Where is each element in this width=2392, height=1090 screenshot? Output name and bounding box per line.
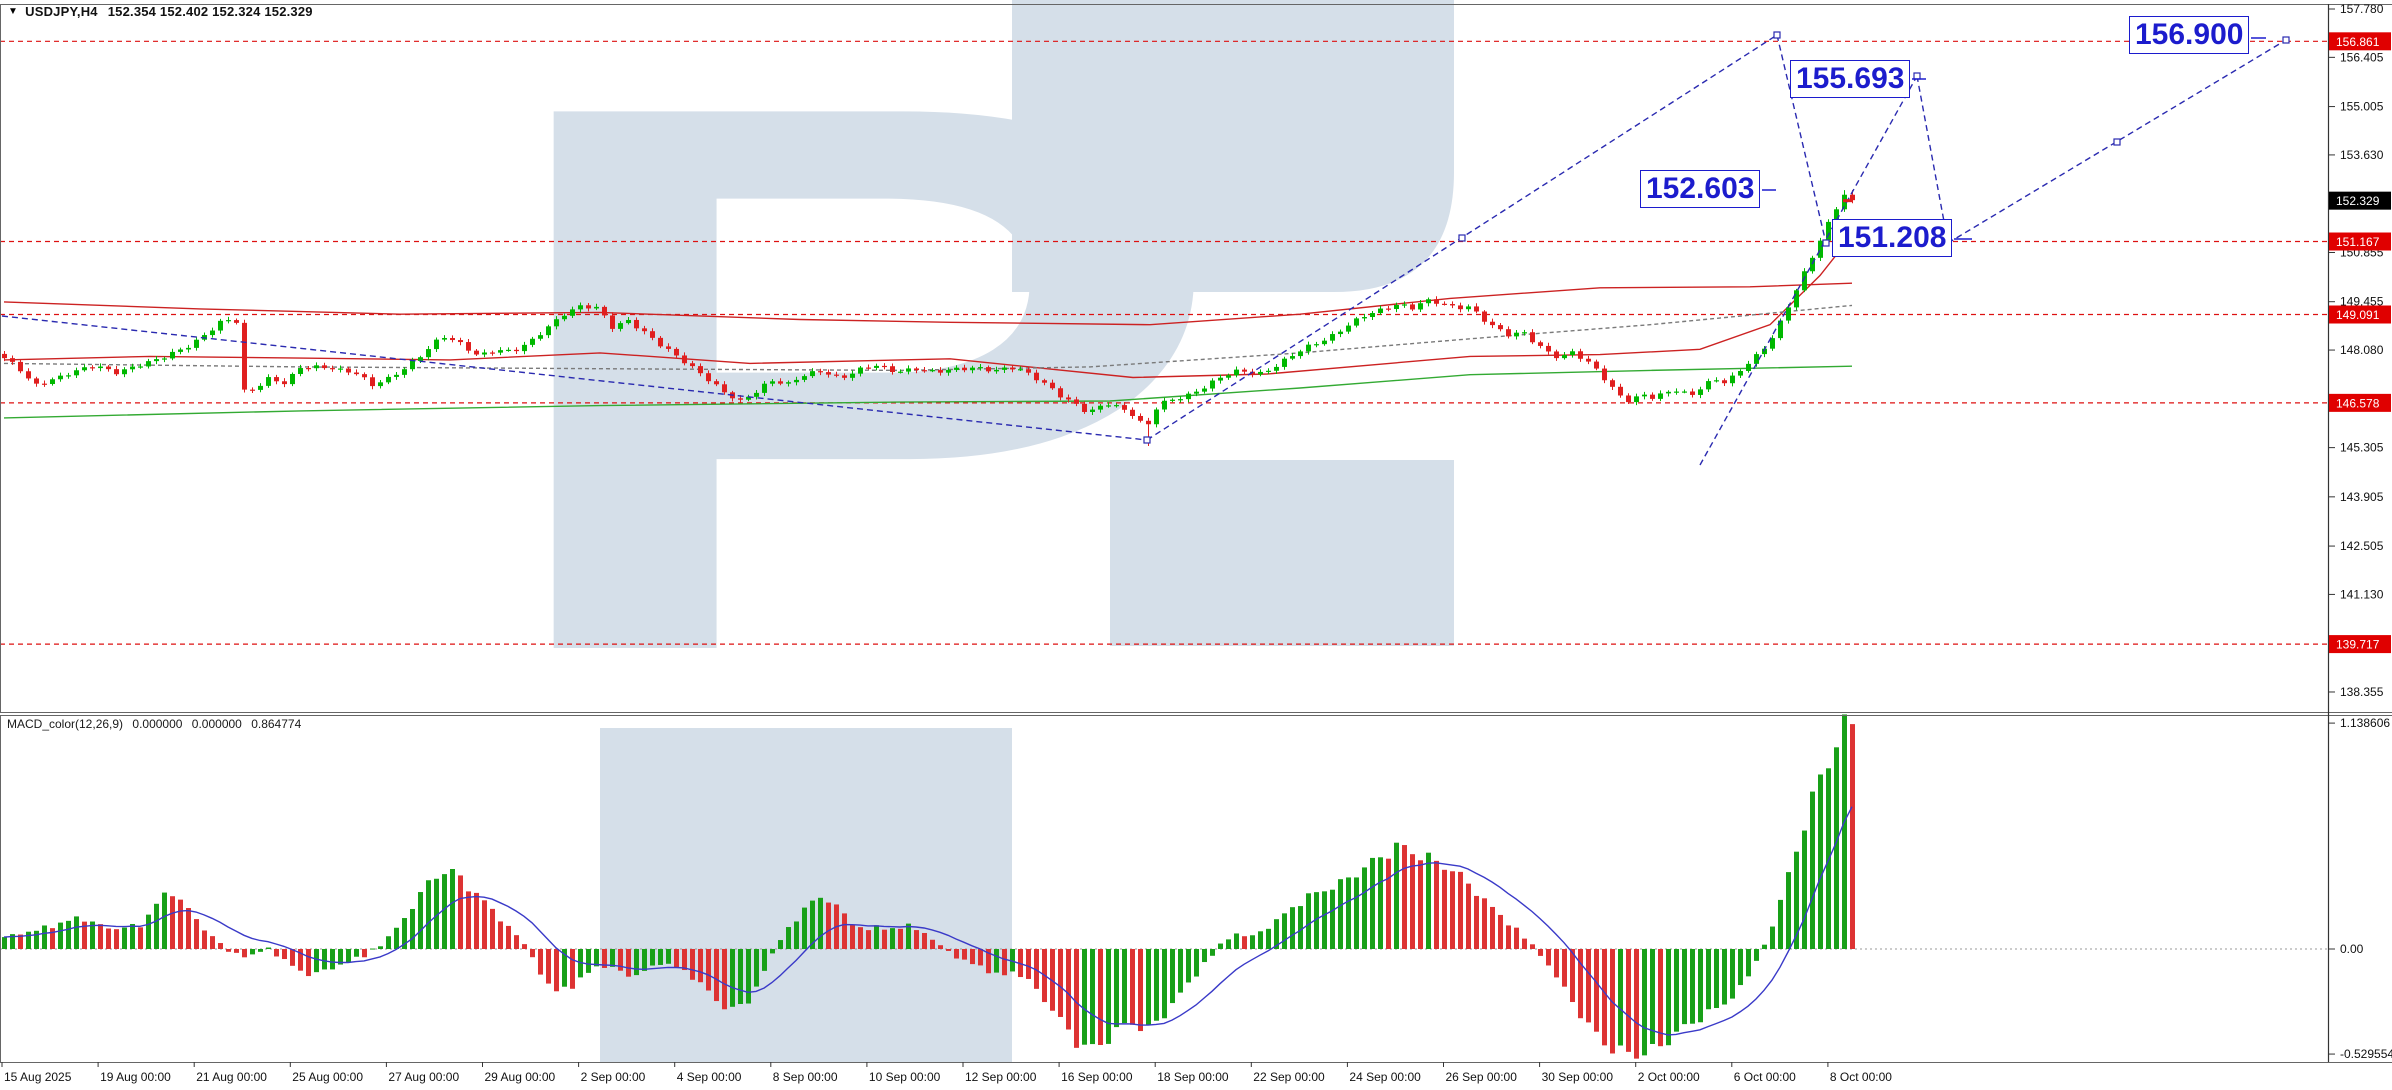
svg-text:145.305: 145.305 — [2340, 441, 2384, 455]
projection-up-3 — [1947, 39, 2287, 244]
current-price-pointer — [1843, 199, 1852, 203]
svg-text:29 Aug 00:00: 29 Aug 00:00 — [485, 1070, 556, 1084]
price-target-label-152603[interactable]: 152.603 — [1640, 170, 1761, 208]
macd-bars-up — [2, 714, 1847, 1056]
svg-text:139.717: 139.717 — [2336, 638, 2380, 652]
svg-text:152.329: 152.329 — [2336, 194, 2380, 208]
macd-indicator-label: MACD_color(12,26,9) 0.000000 0.000000 0.… — [7, 717, 307, 731]
svg-text:151.167: 151.167 — [2336, 235, 2380, 249]
svg-text:4 Sep 00:00: 4 Sep 00:00 — [677, 1070, 742, 1084]
chart-title: ▼ USDJPY,H4 152.354 152.402 152.324 152.… — [8, 4, 313, 19]
svg-text:148.080: 148.080 — [2340, 343, 2384, 357]
macd-value-1: 0.000000 — [132, 717, 183, 731]
svg-text:6 Oct 00:00: 6 Oct 00:00 — [1734, 1070, 1796, 1084]
macd-bars-down — [18, 724, 1855, 1059]
macd-name: MACD_color(12,26,9) — [7, 717, 124, 731]
svg-text:21 Aug 00:00: 21 Aug 00:00 — [196, 1070, 267, 1084]
svg-text:142.505: 142.505 — [2340, 539, 2384, 553]
svg-text:19 Aug 00:00: 19 Aug 00:00 — [100, 1070, 171, 1084]
svg-text:153.630: 153.630 — [2340, 148, 2384, 162]
descending-trendline — [1, 315, 1148, 441]
ma-red-fast — [3, 234, 1853, 379]
svg-text:25 Aug 00:00: 25 Aug 00:00 — [292, 1070, 363, 1084]
symbol-period-label: USDJPY,H4 — [25, 4, 98, 19]
svg-text:0.00: 0.00 — [2340, 942, 2364, 956]
svg-text:1.138606: 1.138606 — [2340, 716, 2390, 730]
price-target-label-151208[interactable]: 151.208 — [1832, 219, 1953, 257]
trendlines-projection[interactable] — [1, 31, 2290, 466]
symbol-dropdown-icon[interactable]: ▼ — [8, 6, 19, 17]
svg-text:-0.529554: -0.529554 — [2340, 1047, 2392, 1061]
macd-signal-line — [3, 806, 1853, 1036]
price-target-label-156900[interactable]: 156.900 — [2129, 16, 2250, 54]
date-axis[interactable]: 15 Aug 2025 19 Aug 00:00 21 Aug 00:00 25 Au… — [1, 1062, 1892, 1084]
svg-text:156.405: 156.405 — [2340, 50, 2384, 64]
svg-text:2 Oct 00:00: 2 Oct 00:00 — [1638, 1070, 1700, 1084]
macd-value-3: 0.864774 — [251, 717, 302, 731]
macd-value-2: 0.000000 — [191, 717, 242, 731]
ma-gray-dashed — [3, 304, 1853, 372]
svg-text:10 Sep 00:00: 10 Sep 00:00 — [869, 1070, 941, 1084]
projection-up-2 — [1699, 75, 1918, 466]
svg-text:26 Sep 00:00: 26 Sep 00:00 — [1446, 1070, 1518, 1084]
ohlc-values: 152.354 152.402 152.324 152.329 — [107, 4, 313, 19]
macd-axis[interactable]: 1.138606 0.00 -0.529554 — [2328, 716, 2392, 1061]
ma-red-slow — [3, 282, 1853, 326]
svg-text:27 Aug 00:00: 27 Aug 00:00 — [388, 1070, 459, 1084]
svg-text:146.578: 146.578 — [2336, 396, 2380, 410]
svg-text:15 Aug 2025: 15 Aug 2025 — [4, 1070, 72, 1084]
svg-text:157.780: 157.780 — [2340, 2, 2384, 16]
svg-text:155.005: 155.005 — [2340, 100, 2384, 114]
svg-text:30 Sep 00:00: 30 Sep 00:00 — [1542, 1070, 1614, 1084]
svg-text:8 Sep 00:00: 8 Sep 00:00 — [773, 1070, 838, 1084]
svg-text:22 Sep 00:00: 22 Sep 00:00 — [1253, 1070, 1325, 1084]
svg-text:156.861: 156.861 — [2336, 35, 2380, 49]
svg-text:149.091: 149.091 — [2336, 308, 2380, 322]
price-axis[interactable]: 157.780156.405155.005153.630150.855149.4… — [2328, 2, 2391, 699]
svg-text:143.905: 143.905 — [2340, 490, 2384, 504]
price-target-label-155693[interactable]: 155.693 — [1790, 60, 1911, 98]
brand-watermark: P — [478, 0, 1454, 1062]
projection-down-2 — [1916, 75, 1949, 244]
candles-down — [2, 190, 1855, 447]
svg-text:12 Sep 00:00: 12 Sep 00:00 — [965, 1070, 1037, 1084]
svg-text:2 Sep 00:00: 2 Sep 00:00 — [581, 1070, 646, 1084]
svg-text:141.130: 141.130 — [2340, 587, 2384, 601]
svg-text:18 Sep 00:00: 18 Sep 00:00 — [1157, 1070, 1229, 1084]
svg-text:149.455: 149.455 — [2340, 295, 2384, 309]
ma-green-slow — [3, 365, 1853, 419]
svg-text:138.355: 138.355 — [2340, 685, 2384, 699]
projection-down-1 — [1776, 34, 1827, 244]
svg-text:24 Sep 00:00: 24 Sep 00:00 — [1349, 1070, 1421, 1084]
svg-text:8 Oct 00:00: 8 Oct 00:00 — [1830, 1070, 1892, 1084]
svg-text:16 Sep 00:00: 16 Sep 00:00 — [1061, 1070, 1133, 1084]
panel-borders — [0, 4, 2392, 1063]
